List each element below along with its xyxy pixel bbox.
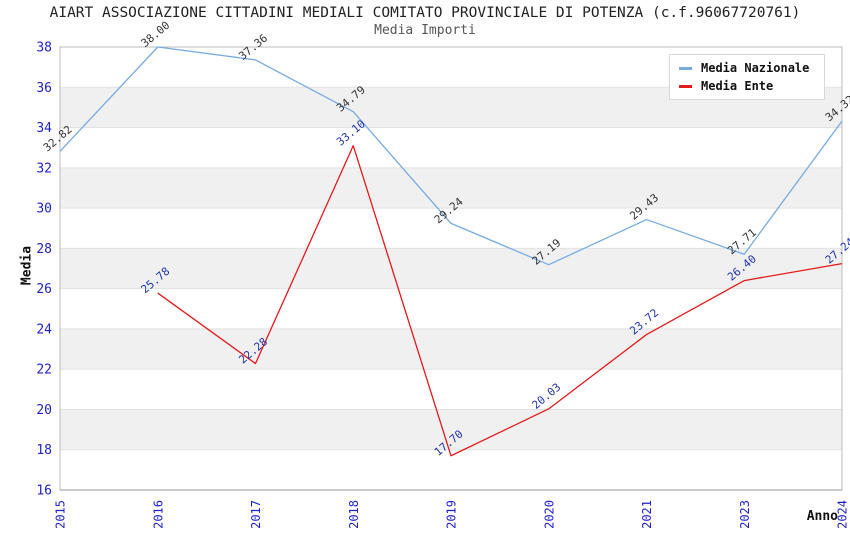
plot-band — [60, 288, 842, 329]
x-tick-label: 2020 — [542, 500, 556, 529]
plot-band — [60, 369, 842, 410]
series-line-media-ente — [157, 145, 843, 457]
y-tick-label: 32 — [36, 161, 52, 176]
y-tick-label: 16 — [36, 484, 52, 499]
plot-band — [60, 167, 842, 209]
legend-line-swatch-ente — [679, 84, 692, 88]
chart-title: AIART ASSOCIAZIONE CITTADINI MEDIALI COM… — [49, 5, 801, 21]
x-tick-label: 2017 — [249, 500, 263, 529]
x-tick-label: 2023 — [738, 500, 752, 529]
legend-item-media-ente: Media Ente — [679, 79, 815, 93]
chart-subtitle: Media Importi — [374, 23, 476, 38]
y-tick-label: 38 — [36, 41, 52, 56]
plot-band — [60, 127, 842, 168]
plot-band — [60, 248, 842, 289]
legend-line-swatch-nazionale — [679, 66, 692, 70]
y-tick-label: 22 — [36, 363, 52, 378]
plot-band — [60, 208, 842, 249]
y-tick-label: 26 — [36, 282, 52, 297]
x-tick-label: 2018 — [347, 500, 361, 529]
y-axis-title: Media — [19, 245, 35, 286]
y-tick-label: 28 — [36, 242, 52, 257]
series-line-media-nazionale — [59, 46, 843, 266]
x-tick-label: 2021 — [640, 500, 654, 529]
x-tick-label: 2024 — [836, 500, 850, 529]
plot-band — [60, 328, 842, 370]
legend-item-media-nazionale: Media Nazionale — [679, 61, 815, 75]
legend: Media Nazionale Media Ente — [669, 54, 825, 100]
y-tick-label: 24 — [36, 322, 52, 337]
y-tick-label: 36 — [36, 81, 52, 96]
x-tick-label: 2016 — [151, 500, 165, 529]
y-tick-label: 34 — [36, 121, 52, 136]
x-axis-title: Anno — [806, 509, 838, 524]
plot-band — [60, 409, 842, 450]
x-tick-label: 2019 — [445, 500, 459, 529]
y-tick-label: 20 — [36, 403, 52, 418]
x-tick-label: 2015 — [54, 500, 68, 529]
y-tick-label: 30 — [36, 202, 52, 217]
plot-band — [60, 449, 842, 490]
legend-label-ente: Media Ente — [701, 79, 774, 93]
legend-label-nazionale: Media Nazionale — [701, 61, 810, 75]
y-tick-label: 18 — [36, 443, 52, 458]
